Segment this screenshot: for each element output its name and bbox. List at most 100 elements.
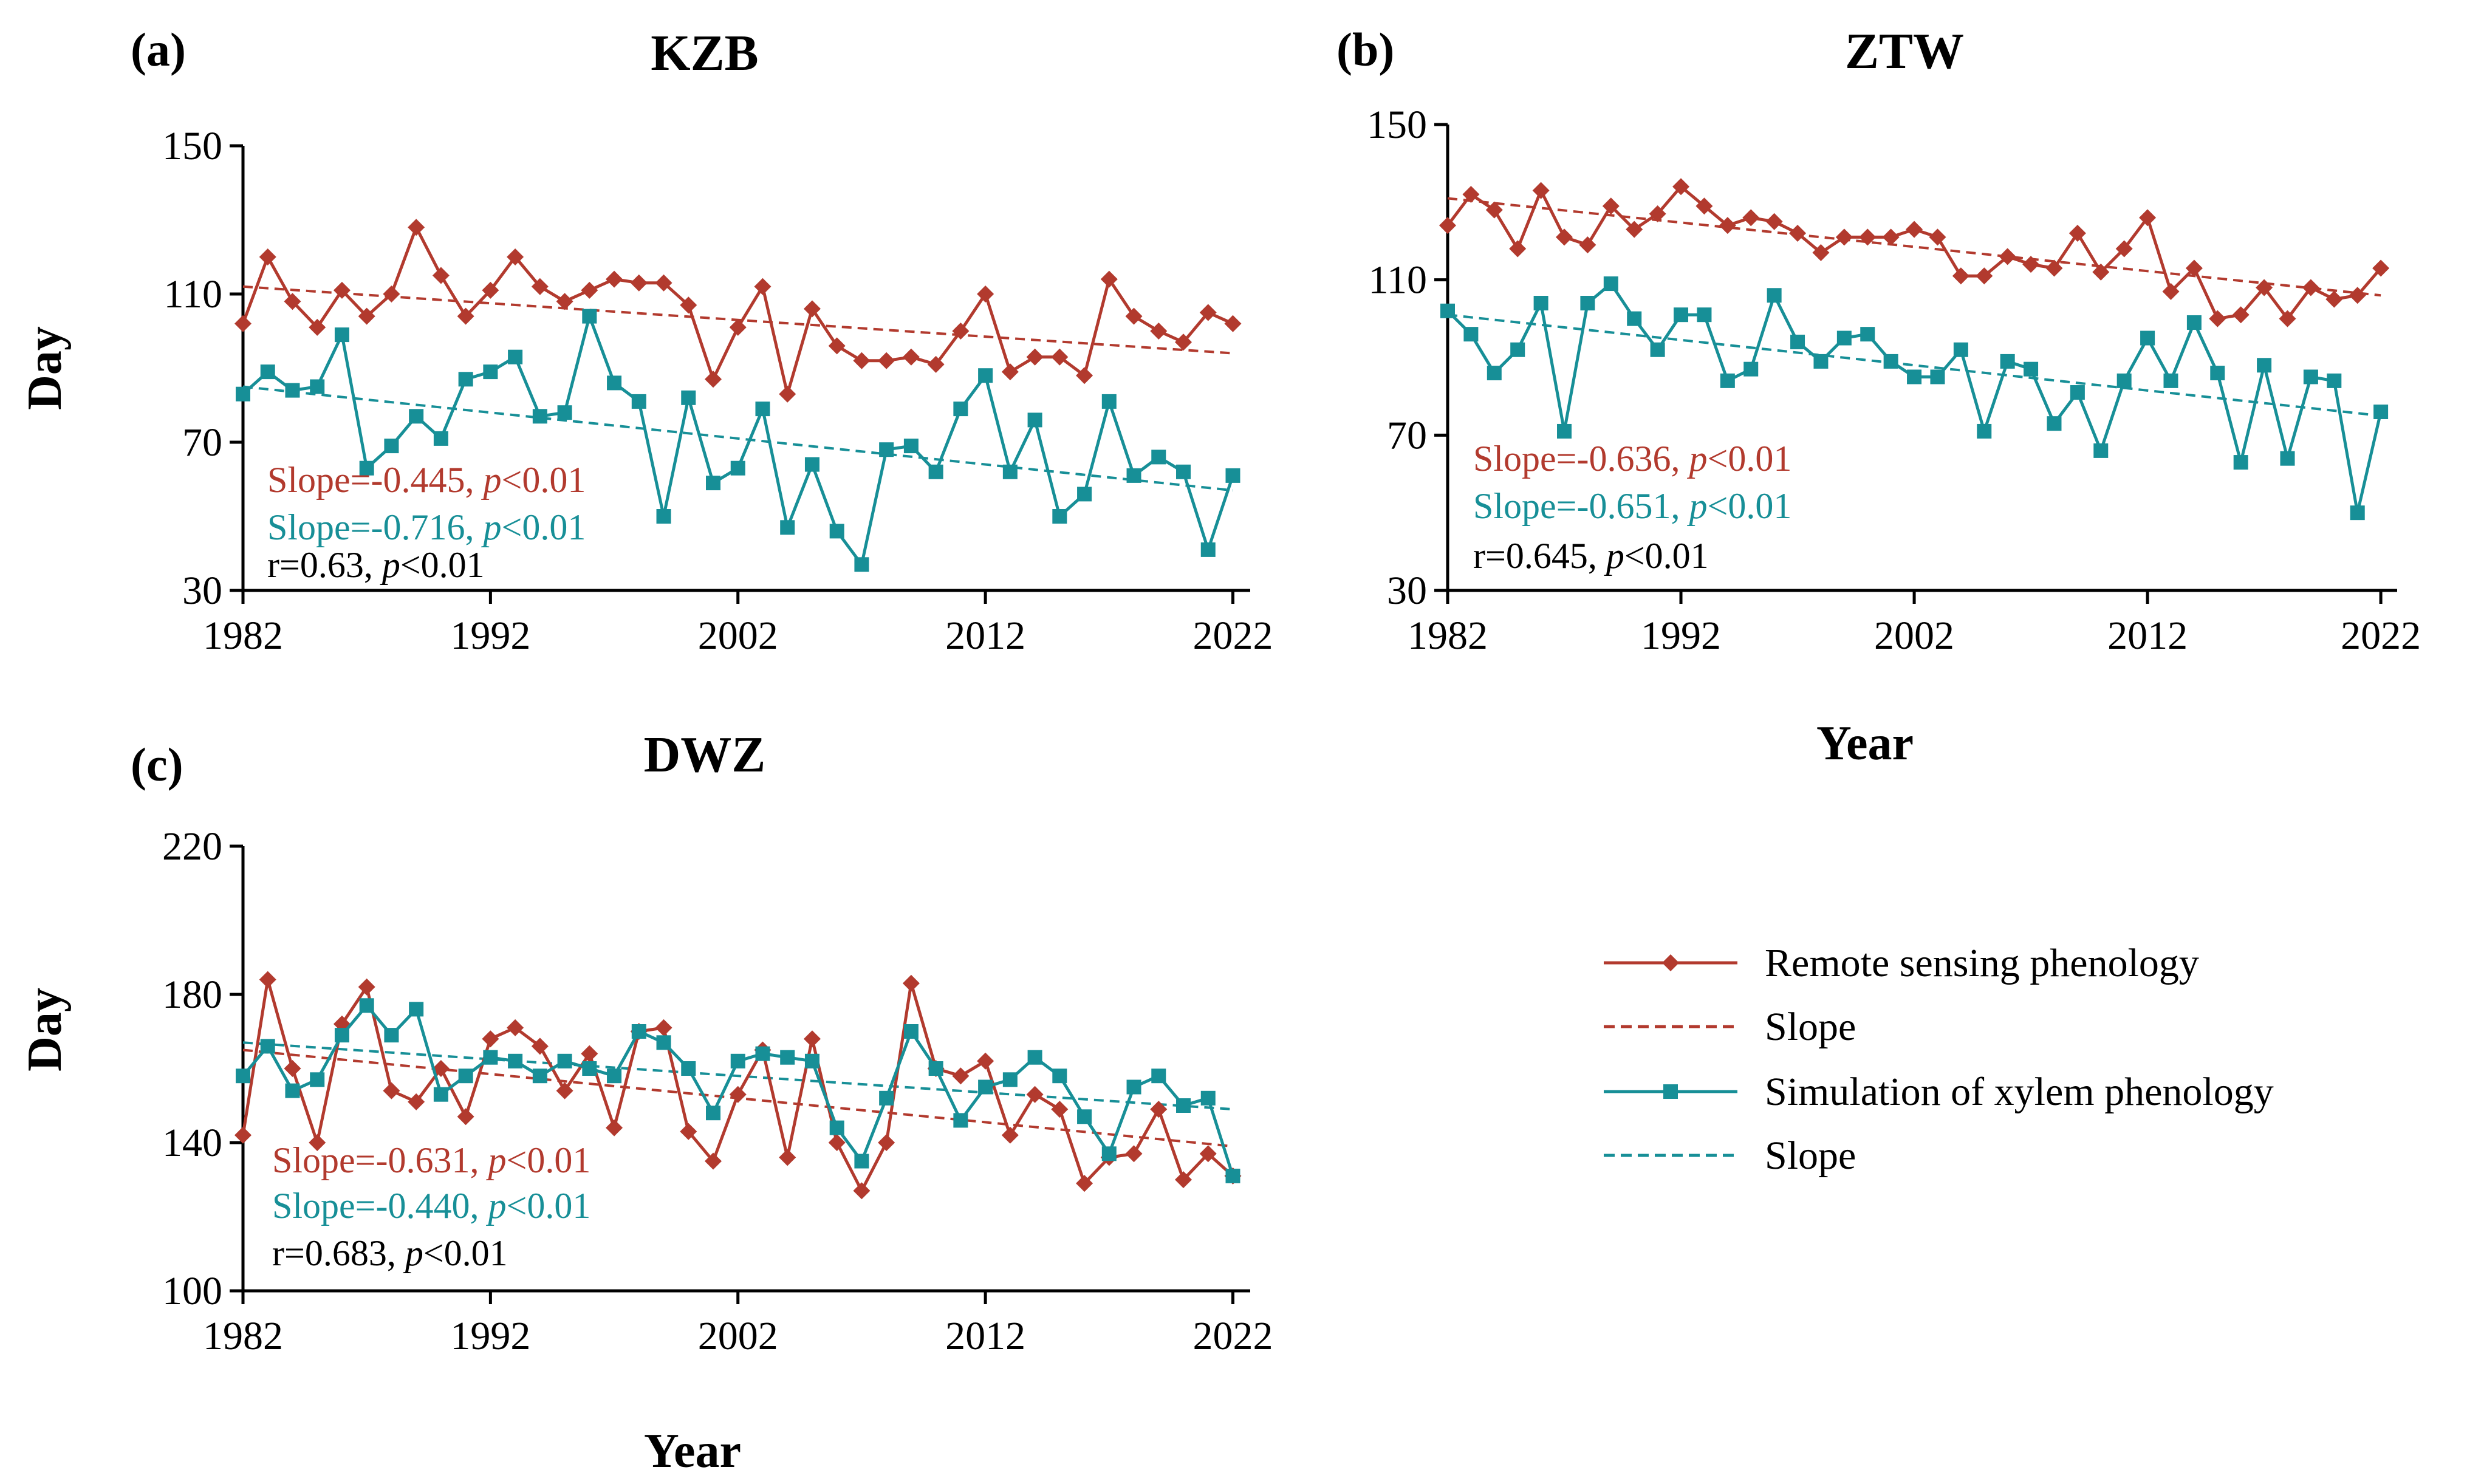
- data-point-diamond: [284, 1060, 301, 1077]
- data-point-square: [1077, 1109, 1092, 1124]
- stat-value: <0.01: [1708, 486, 1792, 526]
- data-point-diamond: [729, 318, 747, 336]
- data-point-diamond: [2349, 287, 2366, 304]
- data-point-square: [508, 349, 523, 364]
- data-point-square: [532, 1069, 547, 1084]
- data-point-square: [433, 1087, 448, 1102]
- data-point-square: [1225, 1168, 1240, 1183]
- data-point-square: [483, 1050, 498, 1065]
- data-point-diamond: [878, 352, 895, 369]
- data-point-diamond: [531, 278, 549, 295]
- data-point-square: [557, 405, 572, 420]
- data-point-square: [2233, 455, 2248, 470]
- data-point-square: [2000, 354, 2015, 369]
- data-point-diamond: [1001, 1126, 1019, 1144]
- data-point-diamond: [507, 248, 524, 265]
- legend-label: Slope: [1765, 1134, 1856, 1178]
- data-point-diamond: [1695, 197, 1713, 215]
- data-point-diamond: [2302, 279, 2319, 296]
- data-point-square: [1176, 464, 1191, 479]
- data-point-square: [334, 1028, 349, 1043]
- data-point-square: [1200, 542, 1216, 557]
- data-point-diamond: [1906, 221, 1923, 238]
- data-point-diamond: [779, 1149, 796, 1166]
- data-point-square: [1151, 450, 1166, 465]
- data-point-square: [1953, 342, 1968, 357]
- stat-text: Slope=-0.440,: [272, 1186, 488, 1226]
- data-point-square: [681, 1061, 696, 1076]
- panel-label: (a): [131, 23, 186, 76]
- data-point-square: [780, 1050, 795, 1065]
- data-point-diamond: [1765, 213, 1783, 230]
- data-point-diamond: [828, 1134, 846, 1151]
- data-point-square: [2210, 366, 2225, 381]
- data-point-square: [1176, 1098, 1191, 1113]
- data-point-square: [755, 1046, 770, 1061]
- data-point-diamond: [1125, 1145, 1143, 1163]
- trend-line: [242, 385, 1233, 492]
- data-point-square: [1027, 412, 1042, 428]
- data-point-square: [1510, 342, 1525, 357]
- panel-label: (c): [131, 738, 183, 791]
- data-point-diamond: [358, 978, 375, 996]
- y-axis-label: Day: [18, 326, 72, 410]
- data-point-diamond: [482, 1030, 499, 1048]
- stat-text: Slope=-0.716,: [267, 507, 484, 547]
- data-point-diamond: [606, 270, 623, 288]
- x-tick-label: 1982: [203, 1314, 283, 1358]
- data-point-diamond: [754, 278, 772, 295]
- data-point-square: [854, 557, 869, 572]
- data-point-diamond: [1556, 228, 1573, 246]
- stat-annotation: Slope=-0.631, p<0.01: [272, 1140, 590, 1180]
- data-point-diamond: [2256, 279, 2273, 296]
- data-point-square: [607, 375, 622, 391]
- data-point-square: [2303, 369, 2318, 385]
- data-point-square: [285, 1083, 300, 1098]
- data-point-square: [2280, 451, 2295, 466]
- data-point-diamond: [729, 1086, 747, 1103]
- data-point-diamond: [1224, 315, 1242, 332]
- data-point-diamond: [1952, 267, 1969, 285]
- data-point-square: [903, 1024, 919, 1039]
- x-tick-label: 2012: [2107, 614, 2188, 658]
- data-point-square: [1674, 307, 1689, 323]
- data-point-square: [1883, 354, 1898, 369]
- data-point-square: [631, 1024, 646, 1039]
- data-point-diamond: [1509, 240, 1527, 258]
- data-point-diamond: [1001, 363, 1019, 381]
- data-point-square: [1767, 288, 1782, 303]
- y-tick-label: 140: [162, 1121, 222, 1165]
- stat-p: p: [1687, 486, 1708, 526]
- stat-value: <0.01: [423, 1233, 508, 1273]
- data-point-square: [260, 1039, 275, 1054]
- data-point-square: [1101, 394, 1117, 409]
- data-point-square: [1930, 369, 1945, 385]
- legend-label: Simulation of xylem phenology: [1765, 1070, 2274, 1114]
- data-point-square: [953, 1113, 968, 1128]
- data-point-diamond: [2185, 259, 2203, 277]
- stat-value: <0.01: [502, 460, 586, 500]
- stat-value: <0.01: [1708, 439, 1792, 479]
- data-point-square: [1836, 330, 1852, 346]
- data-point-square: [1720, 373, 1735, 388]
- data-point-square: [2327, 373, 2342, 388]
- stat-text: r=0.645,: [1473, 536, 1606, 576]
- data-point-diamond: [2068, 224, 2086, 242]
- data-point-diamond: [1649, 205, 1666, 223]
- stat-value: <0.01: [502, 507, 586, 547]
- legend-marker: [1662, 954, 1679, 971]
- stat-annotation: r=0.683, p<0.01: [272, 1233, 508, 1273]
- data-point-square: [1697, 307, 1712, 323]
- stat-text: Slope=-0.651,: [1473, 486, 1689, 526]
- data-point-square: [656, 1035, 671, 1050]
- data-point-square: [1603, 276, 1618, 292]
- data-point-diamond: [705, 1152, 722, 1170]
- data-point-square: [978, 368, 993, 383]
- x-tick-label: 1982: [1408, 614, 1488, 658]
- data-point-square: [879, 442, 894, 457]
- data-point-diamond: [1882, 228, 1900, 246]
- data-point-diamond: [1812, 244, 1830, 261]
- data-point-square: [730, 460, 745, 476]
- legend: Remote sensing phenology Slope Simulation …: [1604, 941, 2274, 1178]
